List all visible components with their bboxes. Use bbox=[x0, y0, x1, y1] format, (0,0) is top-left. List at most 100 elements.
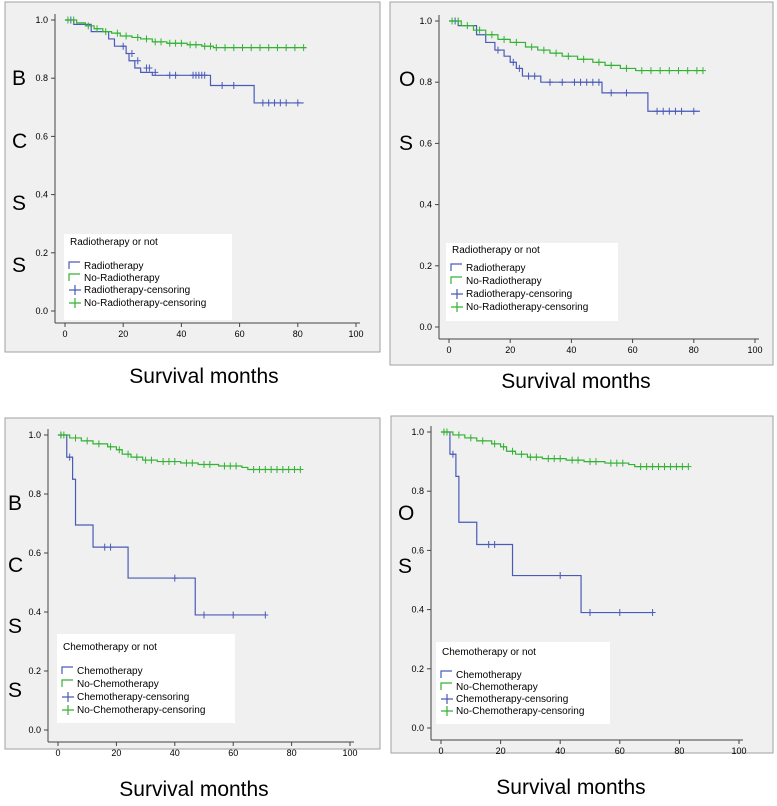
x-tick-label: 60 bbox=[628, 345, 638, 355]
y-tick-label: 1.0 bbox=[28, 430, 41, 440]
censor-mark bbox=[449, 450, 456, 458]
censor-mark bbox=[187, 41, 194, 49]
x-tick-label: 80 bbox=[689, 345, 699, 355]
censor-mark bbox=[166, 71, 173, 79]
censor-mark bbox=[259, 99, 266, 107]
y-tick-label: 0.6 bbox=[35, 131, 48, 141]
legend-censor-swatch bbox=[451, 289, 463, 299]
legend-item-label: No-Chemotherapy-censoring bbox=[77, 705, 205, 716]
legend-censor-swatch bbox=[451, 302, 463, 312]
censor-mark bbox=[587, 609, 593, 617]
legend-censor-swatch bbox=[62, 692, 74, 702]
legend-item-label: Radiotherapy-censoring bbox=[84, 285, 190, 296]
censor-mark bbox=[201, 611, 207, 619]
y-tick-label: 0.4 bbox=[411, 605, 424, 615]
censor-mark bbox=[256, 466, 263, 474]
x-tick-label: 40 bbox=[555, 746, 565, 756]
y-axis-label-letter: S bbox=[8, 679, 22, 702]
legend: Chemotherapy or notChemotherapyNo-Chemot… bbox=[436, 642, 610, 724]
censor-mark bbox=[66, 453, 73, 461]
censor-mark bbox=[623, 64, 630, 72]
censor-mark bbox=[533, 453, 540, 461]
censor-mark bbox=[577, 78, 584, 86]
censor-mark bbox=[518, 450, 525, 458]
censor-mark bbox=[455, 431, 462, 439]
censor-mark bbox=[513, 38, 520, 46]
censor-mark bbox=[464, 22, 471, 30]
legend-swatch-untreated bbox=[440, 682, 452, 690]
legend-censor-swatch bbox=[62, 705, 74, 715]
x-tick-label: 0 bbox=[55, 748, 60, 758]
x-tick-label: 20 bbox=[118, 329, 128, 339]
censor-mark bbox=[221, 462, 228, 470]
legend-background bbox=[57, 634, 235, 723]
x-tick-label: 0 bbox=[446, 345, 451, 355]
censor-mark bbox=[101, 543, 108, 551]
legend-item-label: No-Radiotherapy bbox=[84, 273, 160, 284]
y-axis-label-letter: O bbox=[399, 68, 415, 91]
y-tick-label: 0.8 bbox=[411, 486, 424, 496]
legend-item-label: Radiotherapy bbox=[84, 261, 143, 272]
censor-mark bbox=[531, 72, 538, 80]
x-tick-label: 100 bbox=[348, 329, 363, 339]
chart-panel-2: 0.0 0.2 0.4 0.6 0.8 1.0 0 20 40 60 80 100 O S Radiothe… bbox=[389, 1, 774, 366]
y-tick-label: 0.8 bbox=[28, 489, 41, 499]
legend-background bbox=[436, 642, 610, 724]
y-tick-label: 0.4 bbox=[35, 190, 48, 200]
x-tick-label: 60 bbox=[615, 746, 625, 756]
censor-mark bbox=[294, 99, 301, 107]
censor-mark bbox=[134, 33, 141, 41]
censor-mark bbox=[655, 463, 662, 471]
legend-censor-swatch bbox=[69, 298, 81, 308]
censor-mark bbox=[171, 574, 178, 582]
censor-mark bbox=[166, 39, 173, 47]
censor-mark bbox=[666, 107, 673, 115]
x-tick-label: 20 bbox=[111, 748, 121, 758]
censor-mark bbox=[291, 466, 298, 474]
censor-mark bbox=[94, 25, 101, 33]
censor-mark bbox=[592, 458, 599, 466]
censor-mark bbox=[134, 57, 141, 65]
censor-mark bbox=[494, 46, 501, 54]
censor-mark bbox=[527, 453, 534, 461]
censor-mark bbox=[666, 67, 673, 75]
legend-censor-swatch bbox=[69, 285, 81, 295]
legend-swatch-treated bbox=[450, 263, 462, 271]
censor-mark bbox=[485, 540, 492, 548]
x-axis-title: Survival months bbox=[119, 778, 268, 801]
y-tick-label: 0.2 bbox=[35, 248, 48, 258]
y-axis-label-letter: S bbox=[398, 555, 412, 578]
x-tick-label: 40 bbox=[170, 748, 180, 758]
censor-mark bbox=[595, 78, 602, 86]
x-tick-label: 40 bbox=[176, 329, 186, 339]
censor-mark bbox=[491, 440, 498, 448]
censor-mark bbox=[114, 29, 121, 37]
x-tick-label: 80 bbox=[293, 329, 303, 339]
y-tick-label: 1.0 bbox=[35, 15, 48, 25]
censor-mark bbox=[274, 44, 281, 52]
y-tick-label: 1.0 bbox=[419, 16, 432, 26]
censor-mark bbox=[510, 58, 517, 66]
legend-item-label: No-Radiotherapy bbox=[466, 276, 542, 287]
censor-mark bbox=[102, 28, 109, 36]
legend-swatch-untreated bbox=[450, 276, 462, 284]
censor-mark bbox=[172, 71, 179, 79]
censor-mark bbox=[142, 456, 149, 464]
x-axis-title: Survival months bbox=[501, 370, 650, 393]
legend-item-label: No-Radiotherapy-censoring bbox=[84, 298, 206, 309]
y-axis-label-letter: C bbox=[8, 554, 23, 577]
legend-swatch-untreated bbox=[68, 273, 80, 281]
censor-mark bbox=[207, 42, 214, 50]
legend-swatch-treated bbox=[440, 670, 452, 678]
censor-mark bbox=[107, 443, 114, 451]
censor-mark bbox=[654, 107, 661, 115]
censor-mark bbox=[283, 99, 290, 107]
censor-mark bbox=[649, 463, 656, 471]
x-tick-label: 100 bbox=[342, 748, 357, 758]
y-tick-label: 0.4 bbox=[419, 200, 432, 210]
censor-mark bbox=[60, 431, 67, 439]
y-tick-label: 0.6 bbox=[28, 548, 41, 558]
censor-mark bbox=[649, 609, 656, 617]
legend-item-label: No-Radiotherapy-censoring bbox=[466, 302, 588, 313]
y-axis-label-letter: S bbox=[399, 132, 413, 155]
